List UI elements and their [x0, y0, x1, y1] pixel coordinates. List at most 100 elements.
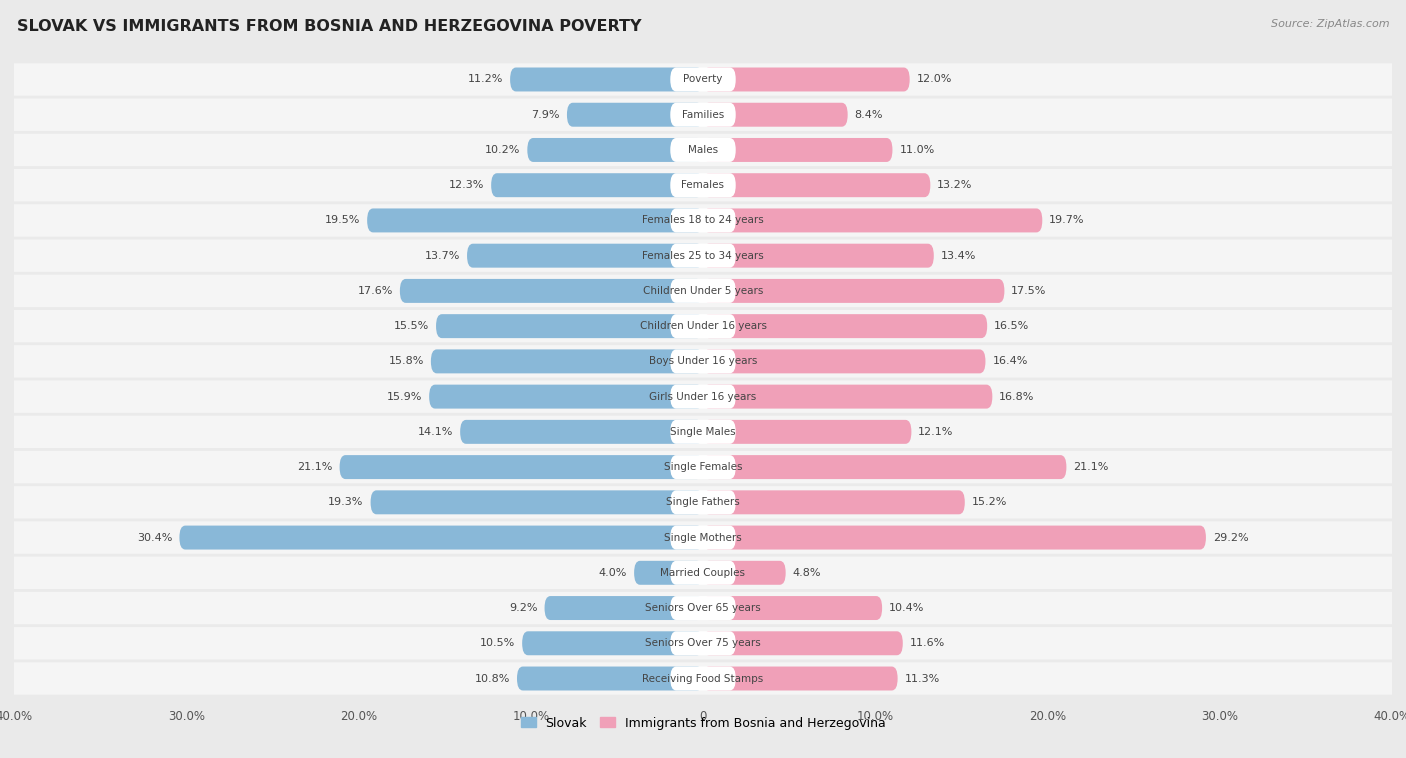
FancyBboxPatch shape	[703, 666, 897, 691]
FancyBboxPatch shape	[671, 208, 735, 233]
FancyBboxPatch shape	[703, 596, 882, 620]
FancyBboxPatch shape	[671, 174, 735, 197]
Text: Families: Families	[682, 110, 724, 120]
FancyBboxPatch shape	[671, 384, 735, 409]
FancyBboxPatch shape	[671, 455, 735, 479]
FancyBboxPatch shape	[703, 103, 848, 127]
Text: 16.5%: 16.5%	[994, 321, 1029, 331]
FancyBboxPatch shape	[544, 596, 703, 620]
FancyBboxPatch shape	[671, 349, 735, 374]
FancyBboxPatch shape	[703, 631, 903, 655]
FancyBboxPatch shape	[0, 204, 1406, 236]
Text: 10.2%: 10.2%	[485, 145, 520, 155]
FancyBboxPatch shape	[703, 490, 965, 515]
Text: Girls Under 16 years: Girls Under 16 years	[650, 392, 756, 402]
FancyBboxPatch shape	[671, 103, 735, 127]
Text: 19.7%: 19.7%	[1049, 215, 1084, 225]
Text: 10.4%: 10.4%	[889, 603, 924, 613]
FancyBboxPatch shape	[467, 243, 703, 268]
FancyBboxPatch shape	[0, 99, 1406, 131]
FancyBboxPatch shape	[703, 314, 987, 338]
FancyBboxPatch shape	[634, 561, 703, 584]
FancyBboxPatch shape	[0, 63, 1406, 96]
FancyBboxPatch shape	[567, 103, 703, 127]
Text: Source: ZipAtlas.com: Source: ZipAtlas.com	[1271, 19, 1389, 29]
FancyBboxPatch shape	[517, 666, 703, 691]
FancyBboxPatch shape	[0, 486, 1406, 518]
Text: Children Under 16 years: Children Under 16 years	[640, 321, 766, 331]
FancyBboxPatch shape	[0, 381, 1406, 413]
Text: Single Fathers: Single Fathers	[666, 497, 740, 507]
FancyBboxPatch shape	[0, 627, 1406, 659]
FancyBboxPatch shape	[671, 525, 735, 550]
Text: 29.2%: 29.2%	[1213, 533, 1249, 543]
FancyBboxPatch shape	[703, 349, 986, 374]
Text: 13.7%: 13.7%	[425, 251, 460, 261]
FancyBboxPatch shape	[703, 525, 1206, 550]
Legend: Slovak, Immigrants from Bosnia and Herzegovina: Slovak, Immigrants from Bosnia and Herze…	[516, 712, 890, 735]
FancyBboxPatch shape	[671, 420, 735, 444]
FancyBboxPatch shape	[671, 631, 735, 655]
FancyBboxPatch shape	[430, 349, 703, 374]
FancyBboxPatch shape	[0, 451, 1406, 484]
Text: 15.2%: 15.2%	[972, 497, 1007, 507]
Text: 13.4%: 13.4%	[941, 251, 976, 261]
FancyBboxPatch shape	[671, 314, 735, 338]
Text: 7.9%: 7.9%	[531, 110, 560, 120]
Text: 17.6%: 17.6%	[357, 286, 392, 296]
Text: Children Under 5 years: Children Under 5 years	[643, 286, 763, 296]
FancyBboxPatch shape	[429, 384, 703, 409]
Text: 12.3%: 12.3%	[449, 180, 484, 190]
FancyBboxPatch shape	[0, 556, 1406, 589]
Text: SLOVAK VS IMMIGRANTS FROM BOSNIA AND HERZEGOVINA POVERTY: SLOVAK VS IMMIGRANTS FROM BOSNIA AND HER…	[17, 19, 641, 34]
Text: Seniors Over 65 years: Seniors Over 65 years	[645, 603, 761, 613]
Text: Poverty: Poverty	[683, 74, 723, 84]
FancyBboxPatch shape	[703, 174, 931, 197]
Text: 17.5%: 17.5%	[1011, 286, 1046, 296]
Text: Boys Under 16 years: Boys Under 16 years	[648, 356, 758, 366]
FancyBboxPatch shape	[671, 138, 735, 162]
Text: 30.4%: 30.4%	[138, 533, 173, 543]
Text: 11.0%: 11.0%	[900, 145, 935, 155]
Text: 10.8%: 10.8%	[475, 674, 510, 684]
Text: 15.9%: 15.9%	[387, 392, 422, 402]
FancyBboxPatch shape	[0, 345, 1406, 377]
Text: Females 18 to 24 years: Females 18 to 24 years	[643, 215, 763, 225]
Text: Single Females: Single Females	[664, 462, 742, 472]
FancyBboxPatch shape	[703, 208, 1042, 233]
Text: Seniors Over 75 years: Seniors Over 75 years	[645, 638, 761, 648]
Text: Single Males: Single Males	[671, 427, 735, 437]
Text: Males: Males	[688, 145, 718, 155]
FancyBboxPatch shape	[671, 490, 735, 515]
FancyBboxPatch shape	[0, 169, 1406, 202]
FancyBboxPatch shape	[0, 592, 1406, 625]
FancyBboxPatch shape	[0, 133, 1406, 166]
FancyBboxPatch shape	[703, 67, 910, 92]
Text: 10.5%: 10.5%	[479, 638, 515, 648]
FancyBboxPatch shape	[0, 274, 1406, 307]
FancyBboxPatch shape	[671, 561, 735, 584]
Text: 11.3%: 11.3%	[904, 674, 939, 684]
FancyBboxPatch shape	[703, 279, 1004, 303]
Text: Married Couples: Married Couples	[661, 568, 745, 578]
Text: Females 25 to 34 years: Females 25 to 34 years	[643, 251, 763, 261]
FancyBboxPatch shape	[703, 243, 934, 268]
Text: Females: Females	[682, 180, 724, 190]
Text: Single Mothers: Single Mothers	[664, 533, 742, 543]
Text: 8.4%: 8.4%	[855, 110, 883, 120]
Text: 14.1%: 14.1%	[418, 427, 453, 437]
FancyBboxPatch shape	[371, 490, 703, 515]
FancyBboxPatch shape	[527, 138, 703, 162]
Text: 19.3%: 19.3%	[329, 497, 364, 507]
Text: 21.1%: 21.1%	[1073, 462, 1109, 472]
FancyBboxPatch shape	[671, 666, 735, 691]
FancyBboxPatch shape	[703, 420, 911, 444]
FancyBboxPatch shape	[340, 455, 703, 479]
FancyBboxPatch shape	[671, 279, 735, 303]
FancyBboxPatch shape	[703, 138, 893, 162]
FancyBboxPatch shape	[0, 310, 1406, 343]
FancyBboxPatch shape	[0, 415, 1406, 448]
FancyBboxPatch shape	[460, 420, 703, 444]
Text: 9.2%: 9.2%	[509, 603, 537, 613]
Text: 4.8%: 4.8%	[793, 568, 821, 578]
